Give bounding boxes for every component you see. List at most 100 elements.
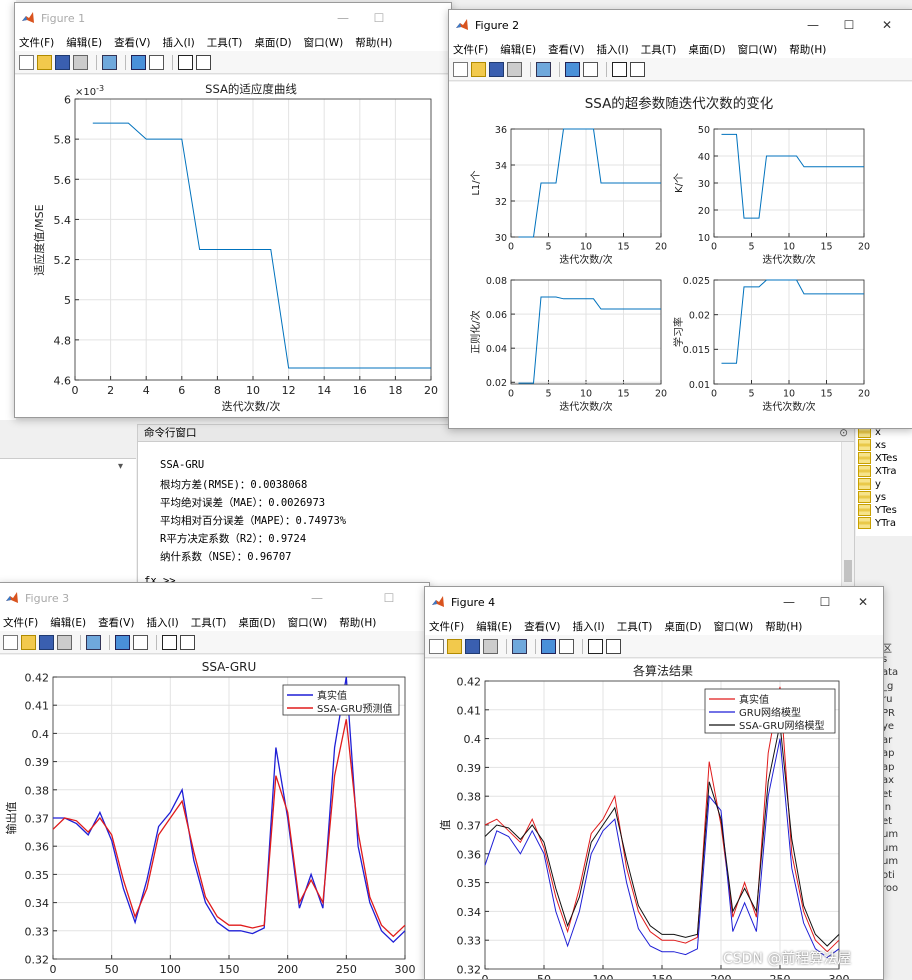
menu-item[interactable]: 窗口(W): [713, 620, 754, 633]
print-icon[interactable]: [73, 54, 88, 70]
close-icon[interactable]: ✕: [857, 595, 869, 609]
maximize-icon[interactable]: ☐: [843, 18, 855, 32]
link-plot-icon[interactable]: [512, 638, 527, 654]
open-folder-icon[interactable]: [37, 54, 52, 70]
menu-item[interactable]: 桌面(D): [254, 36, 292, 49]
menu-item[interactable]: 文件(F): [3, 616, 39, 629]
new-file-icon[interactable]: [19, 54, 34, 70]
collapse-icon[interactable]: ⊙: [839, 427, 848, 439]
property-editor-icon[interactable]: [630, 61, 645, 77]
workspace-variable[interactable]: XTra: [858, 465, 897, 477]
close-icon[interactable]: ✕: [881, 18, 893, 32]
figure-3-titlebar[interactable]: Figure 3 — ☐: [0, 583, 429, 613]
menu-item[interactable]: 工具(T): [206, 36, 243, 49]
menu-item[interactable]: 桌面(D): [688, 43, 726, 56]
minimize-icon[interactable]: —: [311, 591, 323, 605]
figure-2-titlebar[interactable]: Figure 2 — ☐ ✕: [449, 10, 912, 40]
x-tick-label: 50: [537, 973, 551, 979]
menu-item[interactable]: 桌面(D): [238, 616, 276, 629]
legend-icon[interactable]: [133, 634, 148, 650]
menu-item[interactable]: 插入(I): [572, 620, 605, 633]
workspace-variable[interactable]: YTra: [858, 517, 896, 529]
workspace-variable[interactable]: y: [858, 478, 881, 490]
menu-item[interactable]: 编辑(E): [50, 616, 87, 629]
dropdown-chevron-icon[interactable]: ▾: [118, 461, 124, 472]
pointer-icon[interactable]: [178, 54, 193, 70]
figure-1-titlebar[interactable]: Figure 1 — ☐: [15, 3, 451, 33]
menu-item[interactable]: 桌面(D): [664, 620, 702, 633]
menu-item[interactable]: 编辑(E): [476, 620, 513, 633]
open-folder-icon[interactable]: [447, 638, 462, 654]
menu-item[interactable]: 编辑(E): [500, 43, 537, 56]
property-editor-icon[interactable]: [606, 638, 621, 654]
print-icon[interactable]: [57, 634, 72, 650]
menu-item[interactable]: 查看(V): [114, 36, 151, 49]
save-icon[interactable]: [39, 634, 54, 650]
menu-item[interactable]: 帮助(H): [339, 616, 377, 629]
figure-3-window[interactable]: Figure 3 — ☐ 文件(F) 编辑(E) 查看(V) 插入(I) 工具(T) 桌面…: [0, 582, 430, 980]
figure-4-titlebar[interactable]: Figure 4 — ☐ ✕: [425, 587, 883, 617]
new-file-icon[interactable]: [429, 638, 444, 654]
pointer-icon[interactable]: [612, 61, 627, 77]
menu-item[interactable]: 帮助(H): [789, 43, 827, 56]
figure-4-window[interactable]: Figure 4 — ☐ ✕ 文件(F) 编辑(E) 查看(V) 插入(I) 工具(T)…: [424, 586, 884, 980]
print-icon[interactable]: [507, 61, 522, 77]
figure-2-window[interactable]: Figure 2 — ☐ ✕ 文件(F) 编辑(E) 查看(V) 插入(I) 工具(T)…: [448, 9, 912, 429]
save-icon[interactable]: [465, 638, 480, 654]
menu-item[interactable]: 查看(V): [98, 616, 135, 629]
print-icon[interactable]: [483, 638, 498, 654]
link-plot-icon[interactable]: [102, 54, 117, 70]
property-editor-icon[interactable]: [196, 54, 211, 70]
pointer-icon[interactable]: [162, 634, 177, 650]
minimize-icon[interactable]: —: [337, 11, 349, 25]
minimize-icon[interactable]: —: [807, 18, 819, 32]
workspace-variable[interactable]: YTes: [858, 504, 897, 516]
legend-icon[interactable]: [149, 54, 164, 70]
workspace-variable[interactable]: XTes: [858, 452, 897, 464]
colorbar-icon[interactable]: [541, 638, 556, 654]
command-window[interactable]: 命令行窗口 ⊙ SSA-GRU 根均方差(RMSE)：0.0038068 平均绝…: [137, 424, 855, 590]
new-file-icon[interactable]: [3, 634, 18, 650]
workspace-variable[interactable]: xs: [858, 439, 886, 451]
menu-item[interactable]: 帮助(H): [765, 620, 803, 633]
minimize-icon[interactable]: —: [783, 595, 795, 609]
workspace-variable[interactable]: ys: [858, 491, 886, 503]
maximize-icon[interactable]: ☐: [819, 595, 831, 609]
menu-item[interactable]: 插入(I): [596, 43, 629, 56]
vertical-scrollbar[interactable]: [841, 442, 854, 588]
menu-item[interactable]: 工具(T): [190, 616, 227, 629]
maximize-icon[interactable]: ☐: [373, 11, 385, 25]
menu-item[interactable]: 窗口(W): [287, 616, 328, 629]
menu-item[interactable]: 文件(F): [453, 43, 489, 56]
figure-1-window[interactable]: Figure 1 — ☐ 文件(F) 编辑(E) 查看(V) 插入(I) 工具(T) 桌面…: [14, 2, 452, 418]
pointer-icon[interactable]: [588, 638, 603, 654]
colorbar-icon[interactable]: [131, 54, 146, 70]
link-plot-icon[interactable]: [86, 634, 101, 650]
menu-item[interactable]: 工具(T): [616, 620, 653, 633]
property-editor-icon[interactable]: [180, 634, 195, 650]
colorbar-icon[interactable]: [565, 61, 580, 77]
menu-item[interactable]: 工具(T): [640, 43, 677, 56]
menu-item[interactable]: 帮助(H): [355, 36, 393, 49]
legend-icon[interactable]: [559, 638, 574, 654]
save-icon[interactable]: [55, 54, 70, 70]
new-file-icon[interactable]: [453, 61, 468, 77]
menu-item[interactable]: 文件(F): [19, 36, 55, 49]
menu-item[interactable]: 查看(V): [548, 43, 585, 56]
menu-item[interactable]: 插入(I): [162, 36, 195, 49]
save-icon[interactable]: [489, 61, 504, 77]
menu-item[interactable]: 窗口(W): [303, 36, 344, 49]
toolbar-separator: [125, 54, 126, 70]
maximize-icon[interactable]: ☐: [383, 591, 395, 605]
link-plot-icon[interactable]: [536, 61, 551, 77]
legend-icon[interactable]: [583, 61, 598, 77]
menu-item[interactable]: 插入(I): [146, 616, 179, 629]
menu-item[interactable]: 编辑(E): [66, 36, 103, 49]
open-folder-icon[interactable]: [471, 61, 486, 77]
colorbar-icon[interactable]: [115, 634, 130, 650]
menu-item[interactable]: 文件(F): [429, 620, 465, 633]
menu-item[interactable]: 查看(V): [524, 620, 561, 633]
open-folder-icon[interactable]: [21, 634, 36, 650]
menu-item[interactable]: 窗口(W): [737, 43, 778, 56]
y-tick-label: 10: [698, 233, 710, 244]
